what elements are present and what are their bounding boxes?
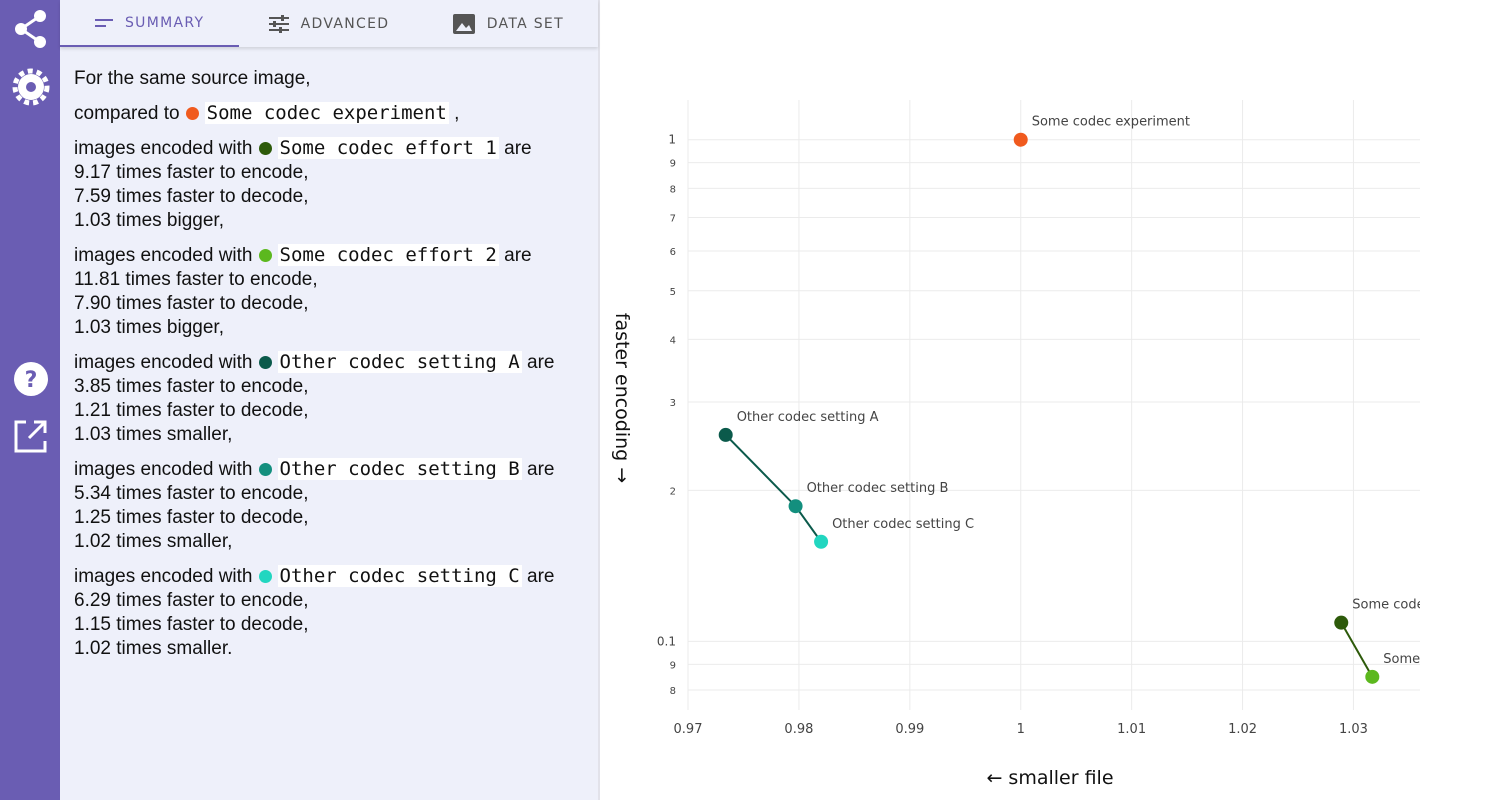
- stat: 11.81 times faster to encode,: [74, 269, 318, 290]
- comparison: images encoded with Other codec setting C…: [74, 564, 584, 661]
- y-tick-label: 0.1: [657, 634, 676, 648]
- suffix: are: [504, 245, 532, 266]
- tab[interactable]: SUMMARY: [60, 0, 240, 47]
- y-tick-label: 5: [670, 287, 676, 298]
- point: [1334, 615, 1349, 630]
- x-tick-label: 0.99: [895, 722, 924, 737]
- x-tick-label: 0.98: [784, 722, 813, 737]
- series-name: Other codec setting C: [277, 565, 522, 587]
- prefix: images encoded with: [74, 138, 253, 159]
- series-dot: [258, 356, 272, 369]
- stat: 1.02 times smaller,: [74, 531, 233, 552]
- series-dot: [258, 463, 272, 476]
- x-tick-label: 1.03: [1339, 722, 1368, 737]
- y-tick-label: 8: [670, 184, 676, 195]
- point: [1013, 132, 1028, 147]
- tab[interactable]: ADVANCED: [239, 0, 418, 47]
- sidebar: ?: [0, 0, 60, 800]
- point-label: Some codec effort 1: [1352, 598, 1483, 613]
- sidebar-icons: ?: [12, 10, 50, 453]
- svg-text:?: ?: [25, 368, 38, 393]
- comparison: images encoded with Other codec setting B…: [74, 457, 584, 554]
- chart: 0.97 0.98 0.99 1 1.01 1.02 1.03 1 9 8 7 6 5 4 3 2 0.1 9 8 ←…: [611, 100, 1500, 789]
- series-dot: [258, 249, 272, 262]
- series-name: Other codec setting A: [277, 351, 522, 373]
- tab-bar: SUMMARY ADVANCED DATA SET: [60, 0, 598, 47]
- suffix: are: [527, 352, 555, 373]
- suffix: are: [527, 566, 555, 587]
- point: [788, 499, 803, 514]
- y-tick-label: 1: [668, 133, 676, 147]
- y-tick-label: 2: [670, 486, 676, 497]
- y-tick-label: 3: [670, 398, 676, 409]
- stat: 1.03 times bigger,: [74, 317, 224, 338]
- stat: 3.85 times faster to encode,: [74, 376, 309, 397]
- y-tick-label: 9: [670, 159, 676, 170]
- side-panel: SUMMARY ADVANCED DATA SET For the same sou…: [60, 0, 600, 800]
- series-dot: [258, 570, 272, 583]
- point: [1365, 669, 1380, 684]
- tab-label: DATA SET: [486, 15, 564, 32]
- comparison: images encoded with Some codec effort 2 a…: [74, 243, 584, 340]
- suffix: are: [504, 138, 532, 159]
- suffix: ,: [454, 103, 460, 124]
- stat: 9.17 times faster to encode,: [74, 162, 309, 183]
- suffix: are: [527, 459, 555, 480]
- point-label: Other codec setting C: [832, 517, 974, 532]
- point-label: Other codec setting A: [737, 410, 879, 425]
- point-label: Other codec setting B: [807, 481, 949, 496]
- reference: compared to Some codec experiment ,: [74, 101, 584, 126]
- stat: 1.21 times faster to decode,: [74, 400, 309, 421]
- point-label: Some codec experiment: [1032, 115, 1190, 130]
- point: [718, 427, 733, 442]
- stat: 1.25 times faster to decode,: [74, 507, 309, 528]
- series-dot: [185, 107, 199, 120]
- series-dot: [258, 142, 272, 155]
- series-line: [1340, 622, 1374, 678]
- stat: 7.59 times faster to decode,: [74, 186, 309, 207]
- summary: For the same source image, compared to Som…: [60, 47, 598, 691]
- stat: 7.90 times faster to decode,: [74, 293, 309, 314]
- plot: Some codec experiment Some codec effort 1…: [718, 115, 1500, 684]
- y-tick-label: 9: [670, 660, 676, 671]
- point-label: Some codec effort 2: [1383, 652, 1500, 667]
- comparison: images encoded with Other codec setting A…: [74, 350, 584, 447]
- y-tick-label: 6: [670, 247, 676, 258]
- comparison: images encoded with Some codec effort 1 a…: [74, 136, 584, 233]
- x-tick-label: 1.02: [1228, 722, 1257, 737]
- tab-label: ADVANCED: [300, 15, 390, 32]
- share-icon[interactable]: [15, 10, 46, 48]
- help-icon[interactable]: ?: [14, 362, 48, 396]
- point: [814, 534, 829, 549]
- prefix: images encoded with: [74, 566, 253, 587]
- x-tick-label: 0.97: [674, 722, 703, 737]
- y-tick-label: 8: [670, 686, 676, 697]
- settings-icon[interactable]: [12, 68, 50, 106]
- series-name: Some codec experiment: [204, 102, 449, 124]
- series-name: Some codec effort 1: [277, 137, 499, 159]
- series-name: Some codec effort 2: [277, 244, 499, 266]
- stat: 1.15 times faster to decode,: [74, 614, 309, 635]
- series-name: Other codec setting B: [277, 458, 522, 480]
- stat: 1.03 times smaller,: [74, 424, 233, 445]
- intro: For the same source image,: [74, 68, 311, 89]
- y-axis-title: faster encoding →: [611, 313, 633, 483]
- tab[interactable]: DATA SET: [419, 0, 598, 47]
- prefix: images encoded with: [74, 245, 253, 266]
- stat: 1.02 times smaller.: [74, 638, 233, 659]
- tab-label: SUMMARY: [124, 14, 205, 31]
- prefix: images encoded with: [74, 459, 253, 480]
- y-tick-label: 4: [670, 335, 676, 346]
- prefix: images encoded with: [74, 352, 253, 373]
- stat: 1.03 times bigger,: [74, 210, 224, 231]
- y-tick-label: 7: [670, 213, 676, 224]
- x-tick-label: 1: [1017, 722, 1025, 737]
- open-icon[interactable]: [14, 420, 47, 453]
- x-axis-title: ← smaller file: [986, 767, 1113, 789]
- prefix: compared to: [74, 103, 180, 124]
- stat: 6.29 times faster to encode,: [74, 590, 309, 611]
- x-tick-label: 1.01: [1117, 722, 1146, 737]
- stat: 5.34 times faster to encode,: [74, 483, 309, 504]
